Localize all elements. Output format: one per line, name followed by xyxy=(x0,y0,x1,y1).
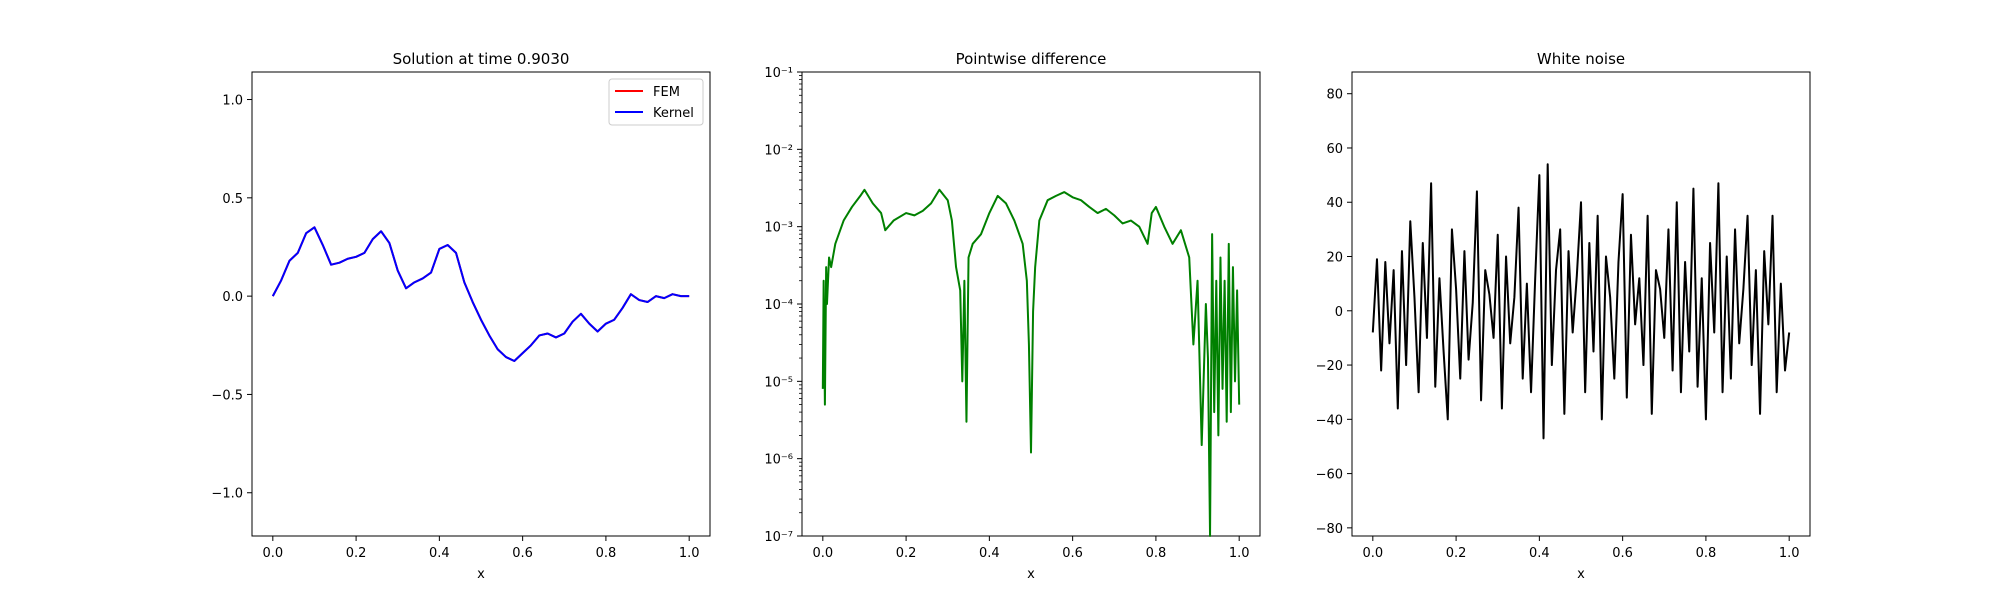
x-tick-label: 0.6 xyxy=(512,546,533,561)
x-tick-label: 0.4 xyxy=(979,546,1000,561)
tick-group-difference: 0.0 0.2 0.4 0.6 0.8 1.0 10⁻⁷ 10⁻⁶ 10⁻⁵ 10⁻⁴ 10⁻³ 10… xyxy=(764,66,1249,561)
y-tick-label: 0.0 xyxy=(222,290,243,305)
chart-title-solution: Solution at time 0.9030 xyxy=(393,50,570,68)
panel-difference: Pointwise difference x 0.0 0.2 0.4 0.6 0.8 1.… xyxy=(764,50,1261,582)
x-tick-label: 0.8 xyxy=(1146,546,1167,561)
series-line-panel2 xyxy=(821,188,1241,537)
x-tick-label: 1.0 xyxy=(1229,546,1250,561)
tick-group-solution: 0.0 0.2 0.4 0.6 0.8 1.0 −1.0 −0.5 0.0 0.5 1.0 xyxy=(211,94,699,561)
y-tick-label: 10⁻⁵ xyxy=(764,375,793,390)
y-tick-label: 10⁻³ xyxy=(764,221,793,236)
x-tick-label: 0.0 xyxy=(262,546,283,561)
axes-frame-solution xyxy=(251,71,711,537)
x-axis-label-noise: x xyxy=(1577,567,1585,582)
y-tick-label: −0.5 xyxy=(211,388,243,403)
x-tick-label: 0.6 xyxy=(1062,546,1083,561)
y-tick-label: −80 xyxy=(1316,522,1343,537)
y-tick-label: −40 xyxy=(1316,413,1343,428)
chart-title-noise: White noise xyxy=(1537,50,1625,68)
x-tick-label: 0.0 xyxy=(812,546,833,561)
y-tick-label: 10⁻⁷ xyxy=(764,530,793,545)
y-tick-label: 0 xyxy=(1335,305,1343,320)
x-axis-label-solution: x xyxy=(477,567,485,582)
y-tick-label: 10⁻⁴ xyxy=(764,298,793,313)
x-tick-label: 0.2 xyxy=(896,546,917,561)
x-tick-label: 0.0 xyxy=(1362,546,1383,561)
x-tick-label: 0.8 xyxy=(596,546,617,561)
x-tick-label: 0.8 xyxy=(1696,546,1717,561)
y-tick-label: −1.0 xyxy=(211,487,243,502)
y-tick-label: 60 xyxy=(1326,142,1343,157)
y-tick-label: 10⁻¹ xyxy=(764,66,793,81)
x-tick-label: 0.4 xyxy=(429,546,450,561)
y-tick-label: 10⁻² xyxy=(764,143,793,158)
axes-frame-difference xyxy=(801,71,1261,537)
panel-noise: White noise x 0.0 0.2 0.4 0.6 0.8 1.0 −80 −60 −4… xyxy=(1316,50,1811,582)
tick-group-noise: 0.0 0.2 0.4 0.6 0.8 1.0 −80 −60 −40 −20 0 20 40 60 80 xyxy=(1316,88,1800,561)
plot-area-noise xyxy=(1371,163,1791,440)
legend-label-kernel: Kernel xyxy=(653,106,694,121)
series-line-kernel xyxy=(271,226,690,363)
y-tick-label: −20 xyxy=(1316,359,1343,374)
x-tick-label: 1.0 xyxy=(1779,546,1800,561)
plot-area-difference xyxy=(821,188,1241,537)
x-tick-label: 0.2 xyxy=(346,546,367,561)
legend-label-fem: FEM xyxy=(653,85,680,100)
x-tick-label: 1.0 xyxy=(679,546,700,561)
x-axis-label-difference: x xyxy=(1027,567,1035,582)
series-line-panel3 xyxy=(1371,163,1791,440)
plot-area-solution xyxy=(271,226,690,363)
y-tick-label: 10⁻⁶ xyxy=(764,453,793,468)
y-tick-label: 1.0 xyxy=(222,94,243,109)
legend: FEM Kernel xyxy=(608,78,704,126)
panel-solution: Solution at time 0.9030 x 0.0 0.2 0.4 0.6 0.… xyxy=(211,50,711,582)
chart-title-difference: Pointwise difference xyxy=(956,50,1107,68)
y-tick-label: 20 xyxy=(1326,251,1343,266)
y-tick-label: 80 xyxy=(1326,88,1343,103)
x-tick-label: 0.4 xyxy=(1529,546,1550,561)
y-tick-label: −60 xyxy=(1316,468,1343,483)
y-tick-label: 40 xyxy=(1326,196,1343,211)
x-tick-label: 0.2 xyxy=(1446,546,1467,561)
y-tick-label: 0.5 xyxy=(222,192,243,207)
x-tick-label: 0.6 xyxy=(1612,546,1633,561)
